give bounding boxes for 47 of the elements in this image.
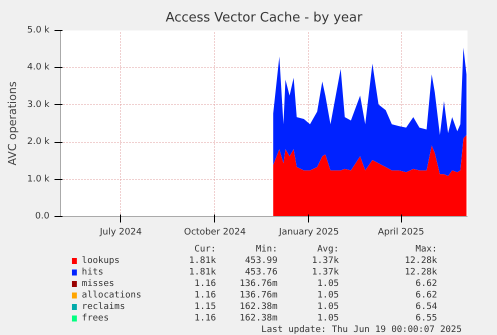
text: 1.16 [194,314,216,324]
text: 6.54 [416,302,438,312]
x-tick-label: October 2024 [184,228,246,238]
legend-label: misses [82,279,114,289]
text: Avg: [317,244,339,254]
y-tick-label: 0.0 [35,212,50,222]
legend-label: hits [82,268,104,278]
text: 136.76m [240,290,278,300]
text: 12.28k [404,268,438,278]
legend-label: reclaims [82,302,126,312]
text: Cur: [194,244,216,254]
text: 1.37k [312,256,340,266]
text: 136.76m [240,279,278,289]
text: 6.55 [416,314,438,324]
y-tick-label: 3.0 k [27,100,50,110]
text: 1.81k [189,268,217,278]
text: 162.38m [240,302,278,312]
x-tick-label: April 2025 [378,228,424,238]
text: 1.16 [194,279,216,289]
text: 1.37k [312,268,340,278]
y-axis-title: AVC operations [6,81,20,166]
text: 12.28k [404,256,438,266]
text: 1.15 [194,302,216,312]
text: 453.99 [245,256,278,266]
text: 1.05 [317,279,339,289]
y-tick-label: 5.0 k [27,26,50,36]
text: 6.62 [416,279,438,289]
legend-label: frees [82,314,109,324]
text: 1.16 [194,290,216,300]
text: Min: [256,244,278,254]
text: 162.38m [240,314,278,324]
text: Last update: Thu Jun 19 00:00:07 2025 [261,325,462,335]
y-tick-label: 4.0 k [27,62,50,73]
y-tick-label: 2.0 k [27,137,50,148]
text: 1.05 [317,290,339,300]
chart-title: Access Vector Cache - by year [166,10,363,26]
text: 453.76 [245,268,278,278]
text: 1.81k [189,256,217,266]
x-tick-label: July 2024 [98,228,142,238]
x-tick-label: January 2025 [278,228,339,238]
y-tick-label: 1.0 k [27,174,50,184]
legend-label: allocations [82,290,142,300]
text: 1.05 [317,314,339,324]
legend-label: lookups [82,256,120,266]
text: 6.62 [416,290,438,300]
text: 1.05 [317,302,339,312]
text: Max: [416,244,438,254]
